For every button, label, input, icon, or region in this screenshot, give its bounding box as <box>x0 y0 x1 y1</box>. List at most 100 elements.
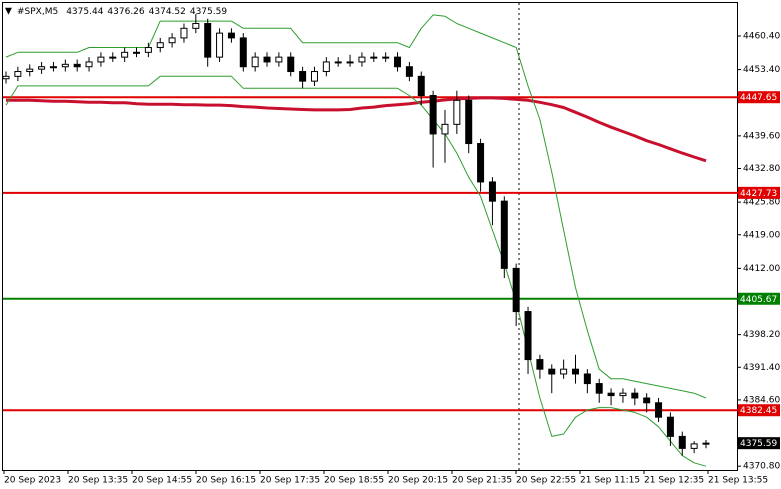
candle-body <box>488 181 496 202</box>
x-tick-label: 20 Sep 17:35 <box>260 476 320 486</box>
level-label: 4447.65 <box>740 93 777 103</box>
candle-body <box>524 311 532 361</box>
header-open: 4375.44 <box>66 7 103 17</box>
y-tick-label: 4391.40 <box>743 363 780 373</box>
candle-body <box>192 23 200 29</box>
candle-body <box>156 42 164 49</box>
candle-body <box>310 71 318 82</box>
x-tick-label: 21 Sep 11:15 <box>580 476 640 486</box>
candle-body <box>85 61 93 68</box>
y-tick-label: 4453.40 <box>743 65 780 75</box>
y-tick-label: 4425.80 <box>743 198 780 208</box>
candle-body <box>322 61 330 73</box>
x-tick-label: 20 Sep 20:15 <box>388 476 448 486</box>
candle-body <box>382 56 390 59</box>
x-tick-label: 20 Sep 21:35 <box>452 476 512 486</box>
candle-body <box>595 383 603 394</box>
candle-body <box>631 392 639 399</box>
candle-body <box>299 71 307 82</box>
candle-body <box>121 51 129 58</box>
candle-body <box>571 368 579 375</box>
candle-body <box>38 66 46 70</box>
candle-body <box>370 56 378 59</box>
x-tick-label: 20 Sep 22:55 <box>516 476 576 486</box>
indicator-line <box>5 75 707 467</box>
candle-body <box>227 32 235 39</box>
y-tick-label: 4370.80 <box>743 462 780 472</box>
x-tick-label: 20 Sep 18:55 <box>324 476 384 486</box>
candle-body <box>251 56 259 68</box>
y-tick-label: 4398.20 <box>743 330 780 340</box>
candle-body <box>144 47 152 53</box>
candle-body <box>655 402 663 418</box>
symbol: #SPX,M5 <box>17 7 58 17</box>
candle-body <box>394 56 402 68</box>
candle-body <box>109 56 117 59</box>
candle-body <box>168 37 176 44</box>
candle-body <box>26 68 34 73</box>
candle-body <box>275 56 283 63</box>
level-label-box <box>738 186 780 199</box>
candle-body <box>61 63 69 68</box>
candle-body <box>97 56 105 63</box>
header-close: 4375.59 <box>190 7 227 17</box>
x-tick-label: 21 Sep 12:35 <box>644 476 704 486</box>
candle-body <box>666 416 674 437</box>
candle-body <box>560 368 568 375</box>
level-label-box <box>738 91 780 104</box>
candle-body <box>14 71 22 77</box>
candle-body <box>548 368 556 375</box>
candle-body <box>49 66 57 69</box>
candle-body <box>500 200 508 269</box>
candle-body <box>512 267 520 313</box>
candle-body <box>465 99 473 145</box>
chart-header: #SPX,M5 4375.44 4376.26 4374.52 4375.59 <box>17 7 227 17</box>
candle-body <box>429 95 437 135</box>
candle-body <box>180 27 188 39</box>
y-tick-label: 4384.60 <box>743 395 780 405</box>
candle-body <box>239 37 247 68</box>
level-label: 4427.73 <box>740 189 777 199</box>
level-label: 4382.45 <box>740 406 777 416</box>
candle-body <box>678 435 686 449</box>
x-tick-label: 20 Sep 16:15 <box>196 476 256 486</box>
candle-body <box>643 397 651 404</box>
plot-frame <box>2 2 738 471</box>
collapse-arrow: ▼ <box>5 7 12 17</box>
candle-body <box>441 123 449 135</box>
candle-body <box>2 75 10 80</box>
x-tick-label: 21 Sep 13:55 <box>708 476 768 486</box>
candle-body <box>204 23 212 58</box>
level-label: 4405.67 <box>740 295 777 305</box>
header-high: 4376.26 <box>107 7 144 17</box>
y-tick-label: 4460.40 <box>743 32 780 42</box>
x-tick-label: 20 Sep 2023 <box>4 476 61 486</box>
candle-body <box>263 56 271 63</box>
y-tick-label: 4432.80 <box>743 164 780 174</box>
indicator-line <box>5 14 707 399</box>
y-tick-label: 4439.60 <box>743 131 780 141</box>
indicator-line <box>6 96 707 163</box>
candle-body <box>583 373 591 385</box>
candle-body <box>607 392 615 397</box>
y-tick-label: 4412.00 <box>743 264 780 274</box>
level-label-box <box>738 292 780 305</box>
price-label: 4375.59 <box>740 439 777 449</box>
candle-body <box>702 442 710 445</box>
x-tick-label: 20 Sep 13:35 <box>68 476 128 486</box>
candle-body <box>287 56 295 73</box>
candle-body <box>216 32 224 58</box>
y-tick-label: 4419.00 <box>743 230 780 240</box>
header-low: 4374.52 <box>149 7 186 17</box>
candle-body <box>358 56 366 63</box>
level-label-box <box>738 404 780 417</box>
candle-body <box>690 443 698 449</box>
candle-body <box>453 99 461 125</box>
candle-body <box>334 61 342 64</box>
candle-body <box>73 63 81 68</box>
candle-body <box>619 392 627 397</box>
candle-body <box>405 66 413 77</box>
candle-body <box>477 143 485 183</box>
